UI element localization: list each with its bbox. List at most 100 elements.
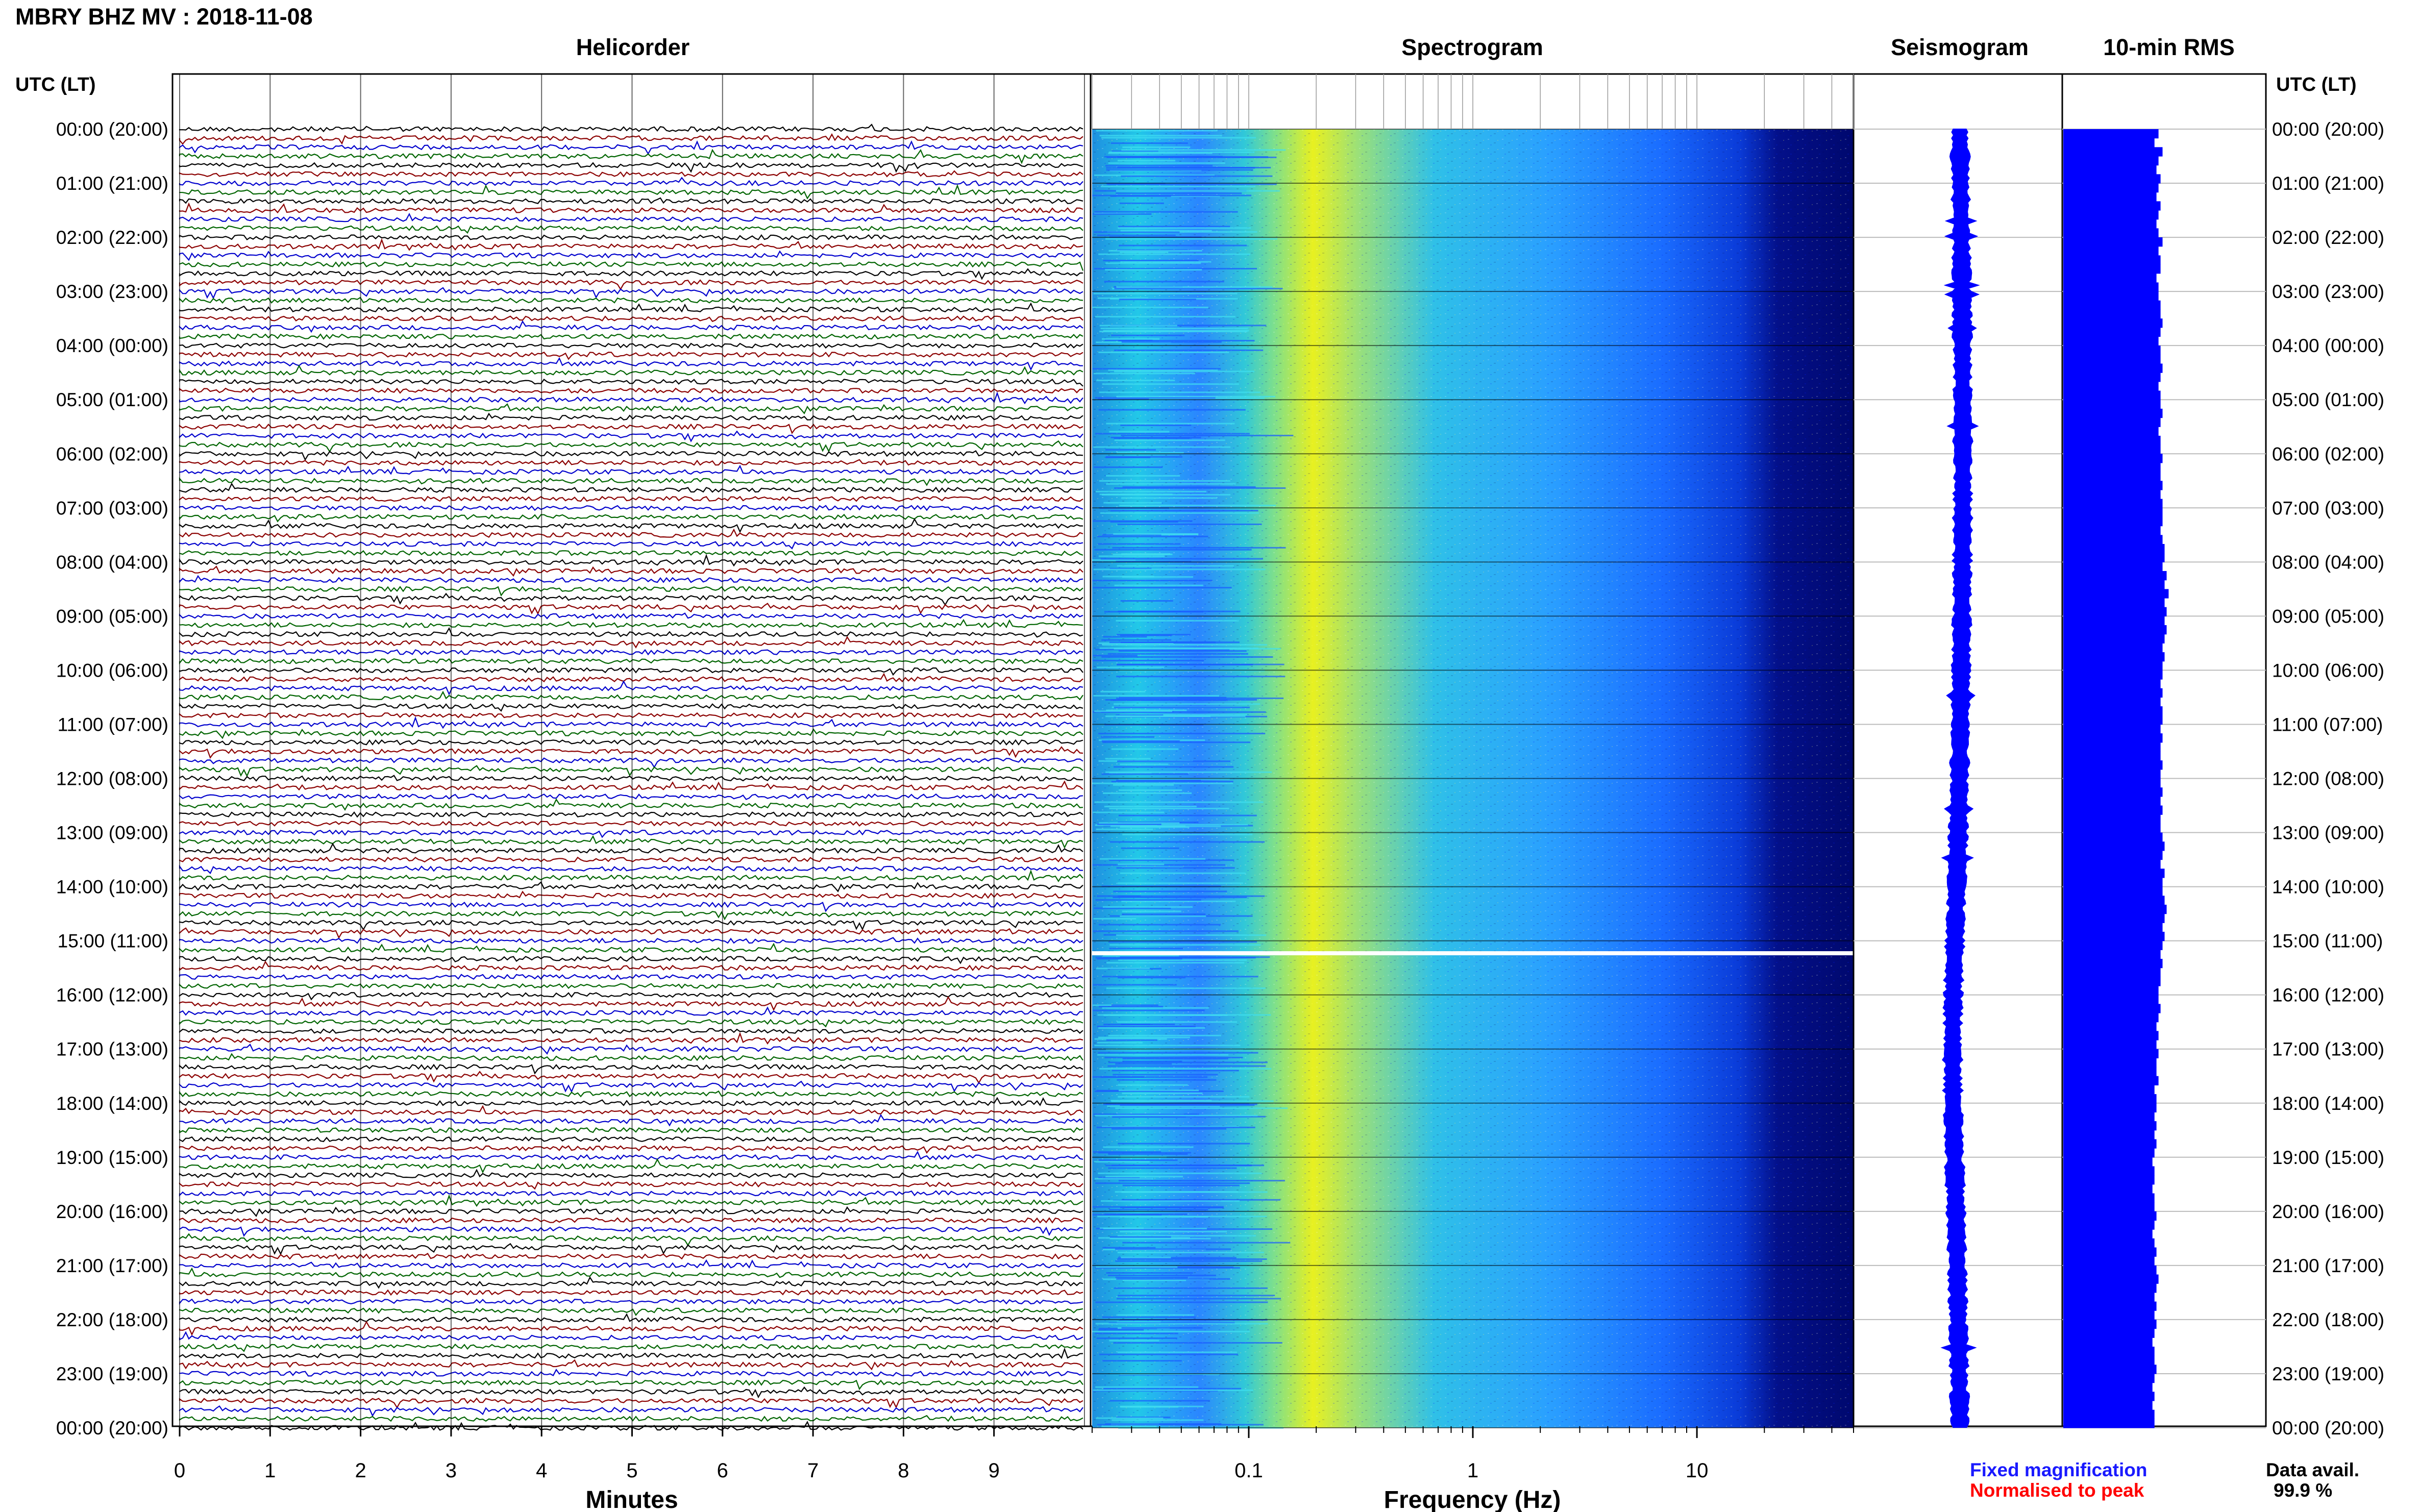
helicorder-trace	[179, 757, 1083, 769]
rms-bar	[2063, 1265, 2157, 1275]
spectrogram-streak	[1098, 1152, 1192, 1154]
spectrogram-streak	[1093, 655, 1138, 657]
spectrogram-streak	[1118, 863, 1165, 865]
helicorder-trace	[179, 1151, 1083, 1160]
spectrogram-streak	[1102, 976, 1258, 978]
helicorder-trace	[179, 177, 1083, 186]
spectrogram-streak	[1106, 167, 1255, 169]
helicorder-trace	[179, 996, 1083, 1011]
spectrogram-streak	[1105, 771, 1272, 773]
spectrogram-streak	[1099, 1353, 1239, 1355]
helicorder-trace	[179, 1359, 1083, 1371]
helicorder-trace	[179, 391, 1083, 405]
helicorder-trace	[179, 351, 1083, 360]
helicorder-trace	[179, 261, 1084, 271]
spectrogram-streak	[1101, 736, 1155, 738]
spectrogram-streak	[1118, 1257, 1237, 1259]
spectrogram-streak	[1092, 559, 1136, 561]
rms-bar	[2063, 769, 2161, 779]
spectrogram-streak	[1122, 1242, 1291, 1244]
spectrogram-streak	[1112, 547, 1286, 549]
spectrogram-streak	[1092, 580, 1213, 582]
spectrogram-streak	[1105, 699, 1257, 701]
spectrogram-streak	[1092, 368, 1221, 370]
time-label-right: 02:00 (22:00)	[2272, 227, 2384, 248]
spectrogram-streak	[1120, 252, 1169, 253]
time-label-right: 23:00 (19:00)	[2272, 1364, 2384, 1384]
spectrogram-streak	[1100, 1200, 1240, 1202]
helicorder-trace	[179, 202, 1083, 214]
spectrogram-streak	[1093, 918, 1137, 920]
spectrogram-streak	[1104, 281, 1224, 283]
rms-bar	[2063, 147, 2163, 157]
rms-bar	[2063, 282, 2159, 292]
rms-bar	[2063, 354, 2161, 364]
helicorder-trace	[179, 703, 1083, 712]
rms-bar	[2063, 760, 2163, 770]
helicorder-trace	[179, 565, 1083, 577]
helicorder-trace	[179, 835, 1083, 849]
helicorder-trace	[179, 927, 1083, 939]
spectrogram-streak	[1098, 253, 1251, 255]
spectrogram-streak	[1116, 619, 1239, 622]
spectrogram-streak	[1097, 1216, 1267, 1218]
time-label-left: 21:00 (17:00)	[56, 1255, 168, 1276]
spectrogram-streak	[1103, 1146, 1194, 1148]
helicorder-trace	[179, 1386, 1083, 1399]
rms-bar	[2063, 400, 2161, 409]
spectrogram-streak	[1113, 533, 1199, 535]
helicorder-trace	[179, 133, 1083, 145]
rms-bar	[2063, 904, 2167, 914]
helicorder-trace	[179, 1379, 1083, 1391]
spectrogram-streak	[1116, 190, 1280, 192]
spectrogram-streak	[1113, 1342, 1282, 1344]
spectrogram-streak	[1109, 1340, 1159, 1342]
helicorder-trace	[179, 992, 1083, 1001]
helicorder-trace	[179, 378, 1083, 387]
spectrogram-streak	[1100, 185, 1255, 187]
helicorder-trace	[179, 238, 1083, 251]
rms-bar	[2063, 165, 2157, 175]
spectrogram-streak	[1114, 288, 1283, 290]
spectrogram-streak	[1093, 292, 1238, 294]
spectrogram-streak	[1098, 1237, 1191, 1239]
helicorder-trace	[179, 140, 1083, 155]
helicorder-trace	[179, 1194, 1083, 1207]
spectrogram-streak	[1119, 505, 1276, 506]
spectrogram-streak	[1096, 1126, 1255, 1128]
helicorder-trace	[179, 829, 1083, 838]
helicorder-xtick-label: 9	[989, 1459, 1000, 1482]
spectrogram-streak	[1105, 262, 1201, 264]
helicorder-trace	[179, 279, 1083, 290]
spectrogram-streak	[1093, 1113, 1199, 1116]
spectrogram-streak	[1117, 1235, 1256, 1237]
spectrogram-streak	[1114, 1287, 1268, 1289]
spectrogram-streak	[1099, 858, 1205, 860]
spectrogram-streak	[1109, 567, 1152, 569]
helicorder-trace	[179, 320, 1083, 333]
rms-bar	[2063, 886, 2163, 896]
rms-bar	[2063, 156, 2159, 166]
rms-bar	[2063, 1409, 2155, 1419]
rms-bar	[2063, 210, 2159, 220]
data-avail-value: 99.9 %	[2274, 1480, 2332, 1501]
spectrogram-streak	[1109, 772, 1152, 774]
time-label-left: 14:00 (10:00)	[56, 877, 168, 898]
spectrogram-streak	[1094, 174, 1215, 176]
time-label-left: 16:00 (12:00)	[56, 985, 168, 1006]
spectrogram-streak	[1092, 1206, 1224, 1208]
spectrogram-streak	[1095, 1332, 1178, 1334]
legend-normalised-to-peak: Normalised to peak	[1970, 1480, 2144, 1501]
time-label-right: 17:00 (13:00)	[2272, 1039, 2384, 1060]
rms-bar	[2063, 1157, 2153, 1167]
spectrogram-streak	[1092, 194, 1252, 196]
helicorder-trace	[179, 908, 1083, 921]
spectrogram-streak	[1108, 151, 1255, 153]
spectrogram-streak	[1122, 1093, 1203, 1095]
spectrogram-streak	[1115, 1276, 1188, 1278]
helicorder-trace	[179, 424, 1083, 434]
helicorder-trace	[179, 1063, 1083, 1075]
rms-bar	[2063, 1166, 2155, 1176]
helicorder-xtick-label: 6	[717, 1459, 728, 1482]
spectrogram-streak	[1121, 847, 1179, 849]
